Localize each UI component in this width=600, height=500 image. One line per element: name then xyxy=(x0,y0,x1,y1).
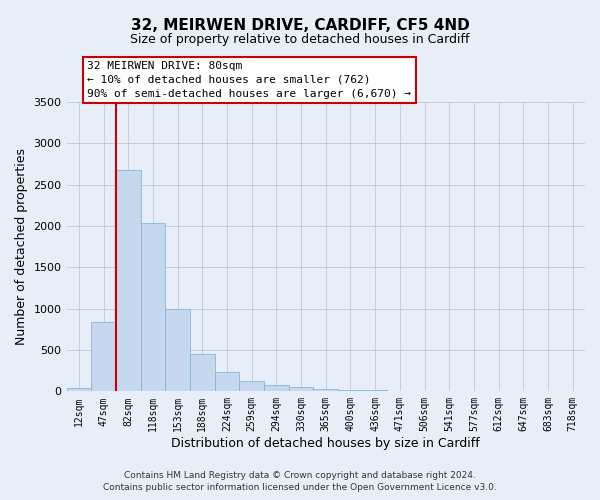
Bar xyxy=(91,322,116,392)
Bar xyxy=(338,390,363,392)
Bar xyxy=(363,390,388,392)
Bar xyxy=(289,387,313,392)
Y-axis label: Number of detached properties: Number of detached properties xyxy=(15,148,28,345)
Bar xyxy=(264,385,289,392)
Bar xyxy=(190,354,215,392)
Text: Contains HM Land Registry data © Crown copyright and database right 2024.
Contai: Contains HM Land Registry data © Crown c… xyxy=(103,471,497,492)
Bar xyxy=(313,389,338,392)
Text: Size of property relative to detached houses in Cardiff: Size of property relative to detached ho… xyxy=(130,32,470,46)
Bar xyxy=(165,308,190,392)
Bar xyxy=(239,380,264,392)
Bar xyxy=(215,372,239,392)
Bar xyxy=(388,390,412,392)
Bar xyxy=(140,224,165,392)
Bar xyxy=(67,388,91,392)
X-axis label: Distribution of detached houses by size in Cardiff: Distribution of detached houses by size … xyxy=(172,437,480,450)
Text: 32, MEIRWEN DRIVE, CARDIFF, CF5 4ND: 32, MEIRWEN DRIVE, CARDIFF, CF5 4ND xyxy=(131,18,469,32)
Bar xyxy=(116,170,140,392)
Text: 32 MEIRWEN DRIVE: 80sqm
← 10% of detached houses are smaller (762)
90% of semi-d: 32 MEIRWEN DRIVE: 80sqm ← 10% of detache… xyxy=(87,61,411,99)
